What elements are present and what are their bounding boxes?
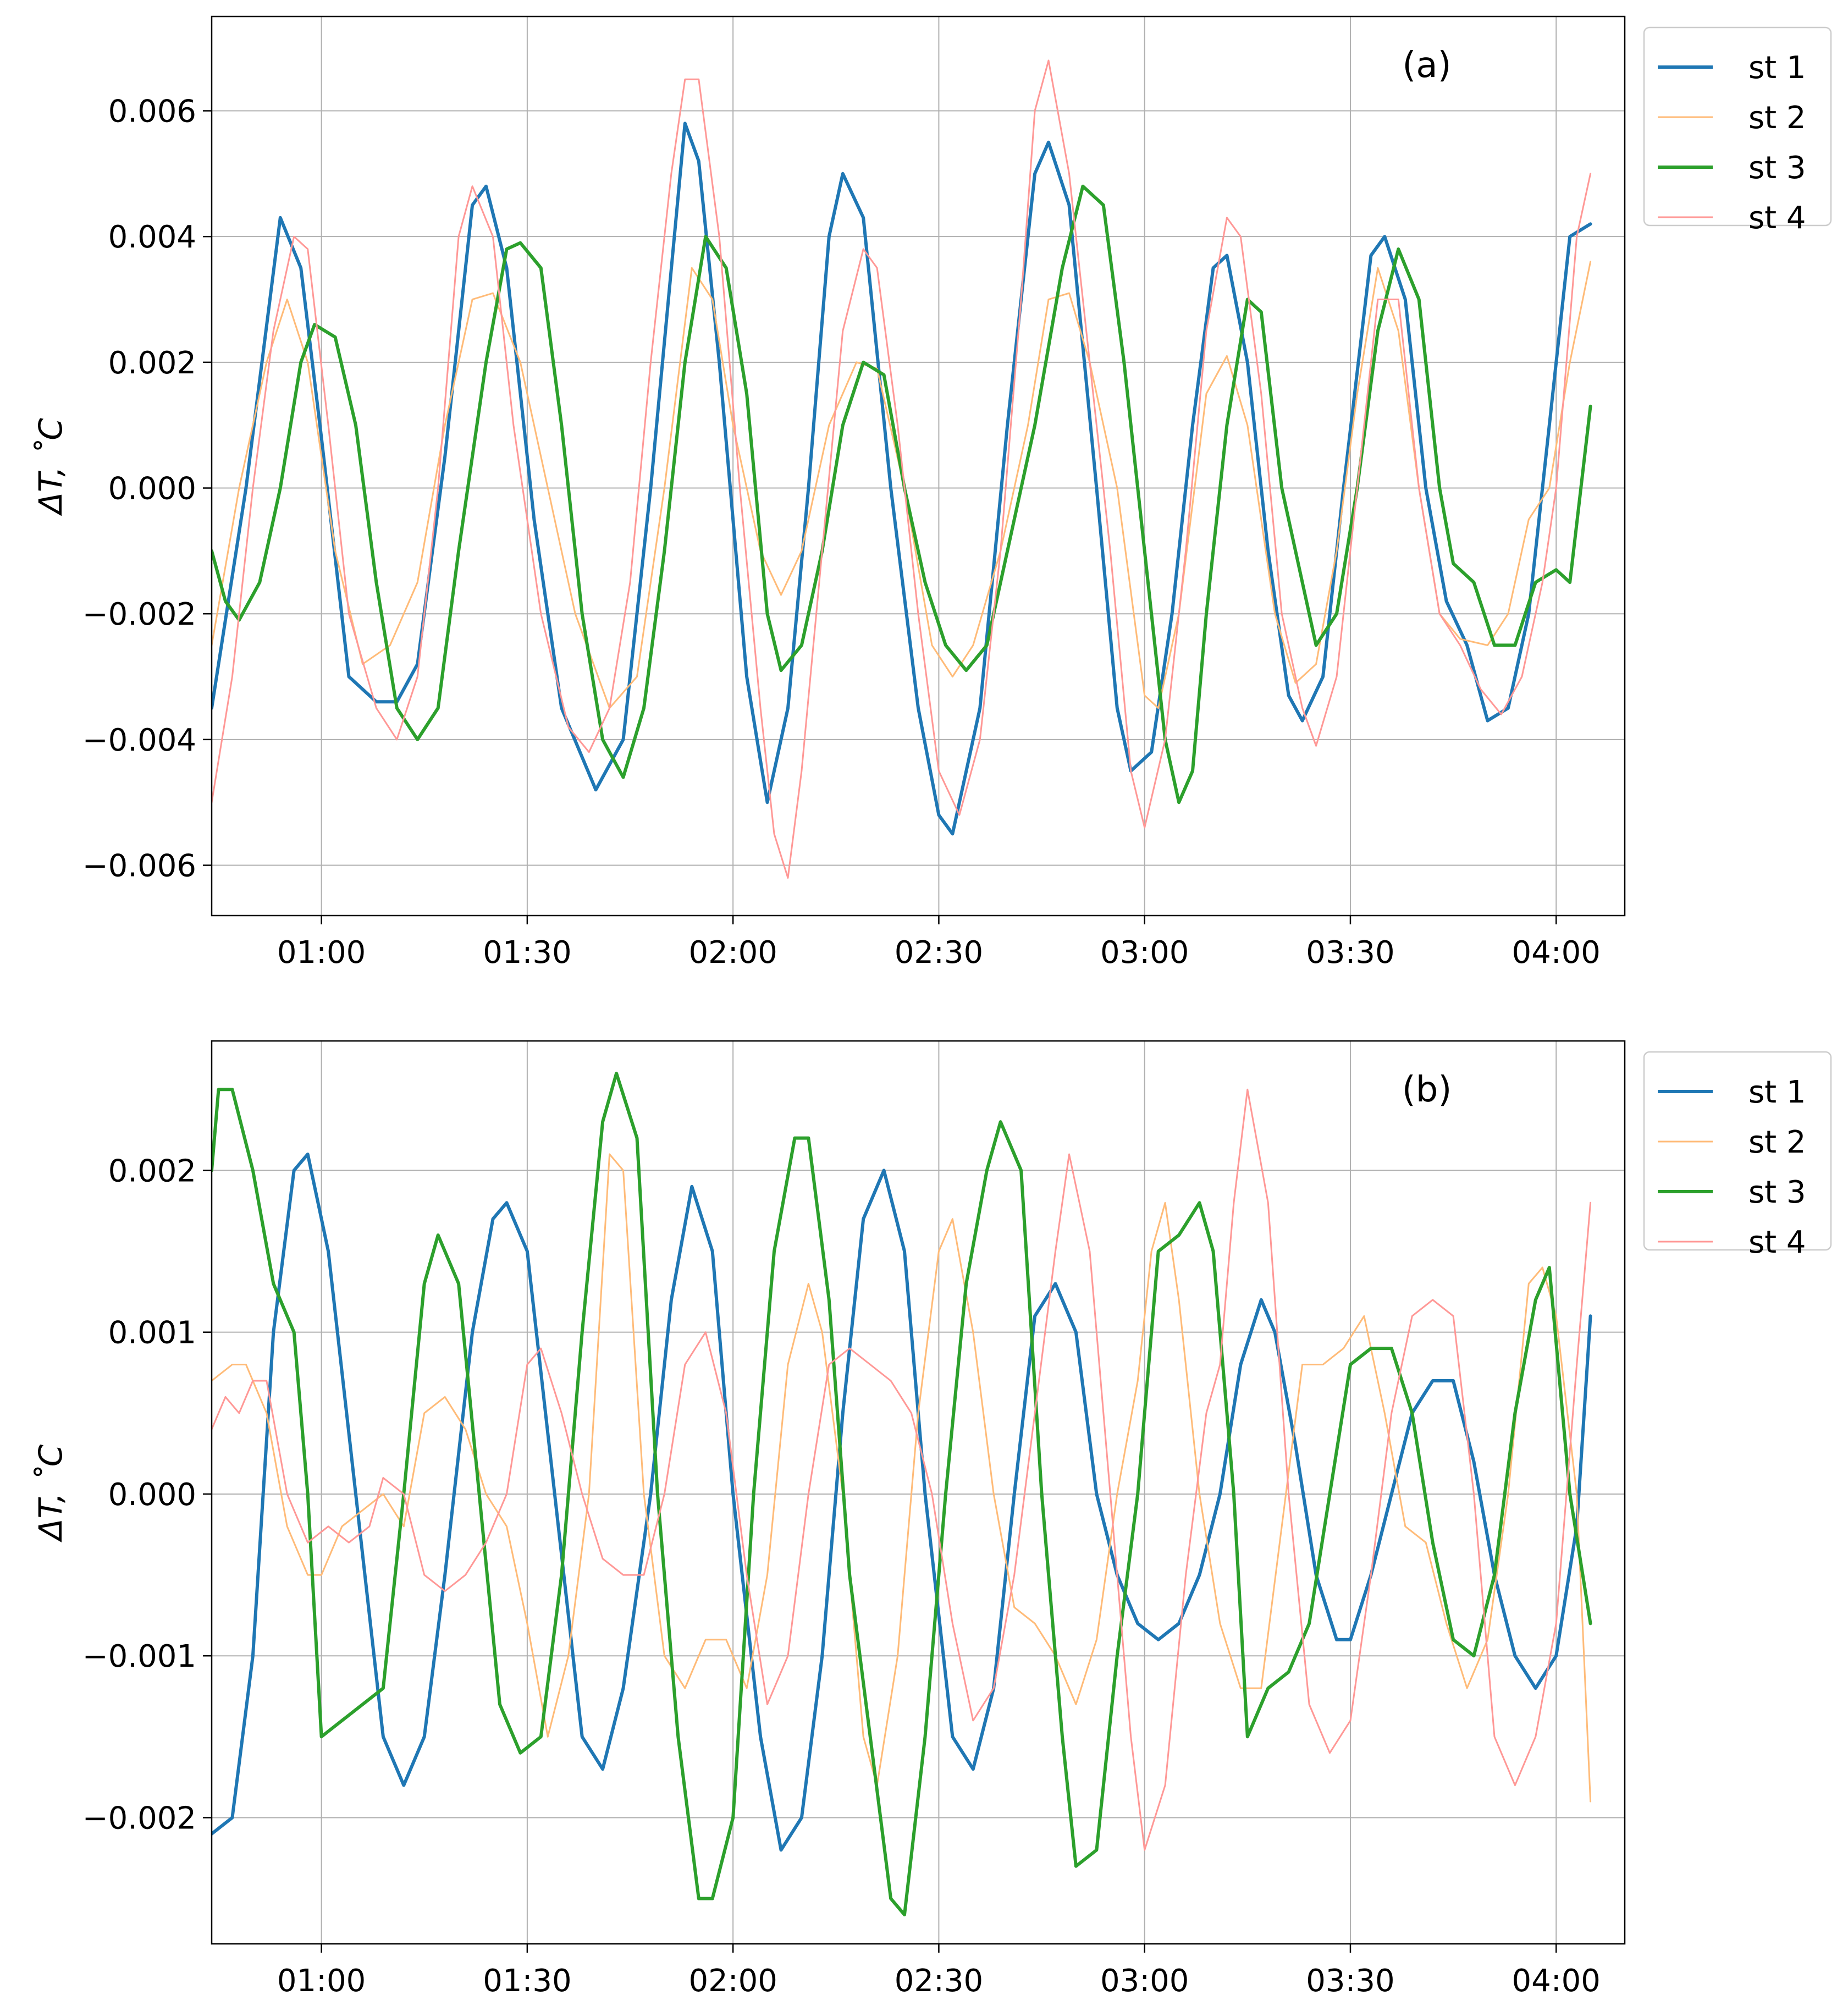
legend-label: st 2	[1748, 1125, 1806, 1160]
series-line-st4	[212, 1088, 1592, 1851]
x-tick-label: 03:00	[1100, 935, 1189, 971]
legend-label: st 4	[1748, 200, 1806, 236]
y-tick-label: −0.002	[82, 597, 196, 632]
legend-label: st 3	[1748, 150, 1806, 186]
series-group	[212, 59, 1592, 879]
panel-label: (b)	[1402, 1070, 1452, 1110]
legend-label: st 4	[1748, 1225, 1806, 1260]
legend-label: st 2	[1748, 100, 1806, 136]
x-tick-label: 03:30	[1306, 1963, 1394, 1995]
x-tick-label: 01:00	[277, 1963, 366, 1995]
series-line-st2	[212, 261, 1592, 709]
y-axis-label: ΔT, ˚C	[32, 1444, 69, 1542]
series-line-st3	[212, 1071, 1592, 1916]
y-tick-label: 0.004	[108, 219, 196, 255]
series-group	[212, 1071, 1592, 1916]
x-tick-label: 01:00	[277, 935, 366, 971]
y-tick-label: 0.006	[108, 94, 196, 130]
legend-box	[1643, 1051, 1832, 1251]
x-tick-label: 04:00	[1512, 935, 1601, 971]
y-tick-label: −0.006	[82, 848, 196, 884]
chart-panel-b: −0.002 −0.001 0.000 0.001 0.002 01:00 01:30 02:…	[32, 1040, 1832, 1995]
series-line-st2	[212, 1153, 1592, 1803]
x-tick-label: 01:30	[483, 1963, 571, 1995]
series-line-st4	[212, 59, 1592, 879]
legend-label: st 1	[1748, 50, 1806, 86]
legend: st 1 st 2 st 3 st 4	[1643, 26, 1832, 236]
x-tick-label: 01:30	[483, 935, 571, 971]
x-tick-label: 03:30	[1306, 935, 1394, 971]
y-tick-label: 0.000	[108, 471, 196, 507]
y-axis-label: ΔT, ˚C	[32, 418, 69, 516]
legend: st 1 st 2 st 3 st 4	[1643, 1051, 1832, 1260]
plot-frame	[211, 1040, 1626, 1945]
y-tick-label: −0.001	[82, 1639, 196, 1674]
chart-panel-a: −0.006 −0.004 −0.002 0.000 0.002 0.004 0.006 01…	[32, 15, 1832, 971]
series-line-st1	[212, 1153, 1592, 1852]
x-tick-label: 02:30	[895, 1963, 983, 1995]
legend-label: st 3	[1748, 1175, 1806, 1210]
y-tick-label: 0.001	[108, 1315, 196, 1351]
y-tick-label: −0.002	[82, 1800, 196, 1836]
series-line-st3	[212, 184, 1592, 804]
x-tick-label: 02:30	[895, 935, 983, 971]
x-tick-label: 02:00	[688, 1963, 777, 1995]
y-tick-label: 0.000	[108, 1477, 196, 1513]
legend-box	[1643, 26, 1832, 227]
plot-frame	[211, 15, 1626, 917]
panel-label: (a)	[1402, 45, 1451, 86]
y-tick-label: −0.004	[82, 723, 196, 758]
legend-label: st 1	[1748, 1074, 1806, 1110]
y-tick-label: 0.002	[108, 345, 196, 381]
x-tick-label: 02:00	[688, 935, 777, 971]
x-tick-label: 04:00	[1512, 1963, 1601, 1995]
y-tick-label: 0.002	[108, 1153, 196, 1189]
x-tick-label: 03:00	[1100, 1963, 1189, 1995]
series-line-st1	[212, 122, 1592, 836]
